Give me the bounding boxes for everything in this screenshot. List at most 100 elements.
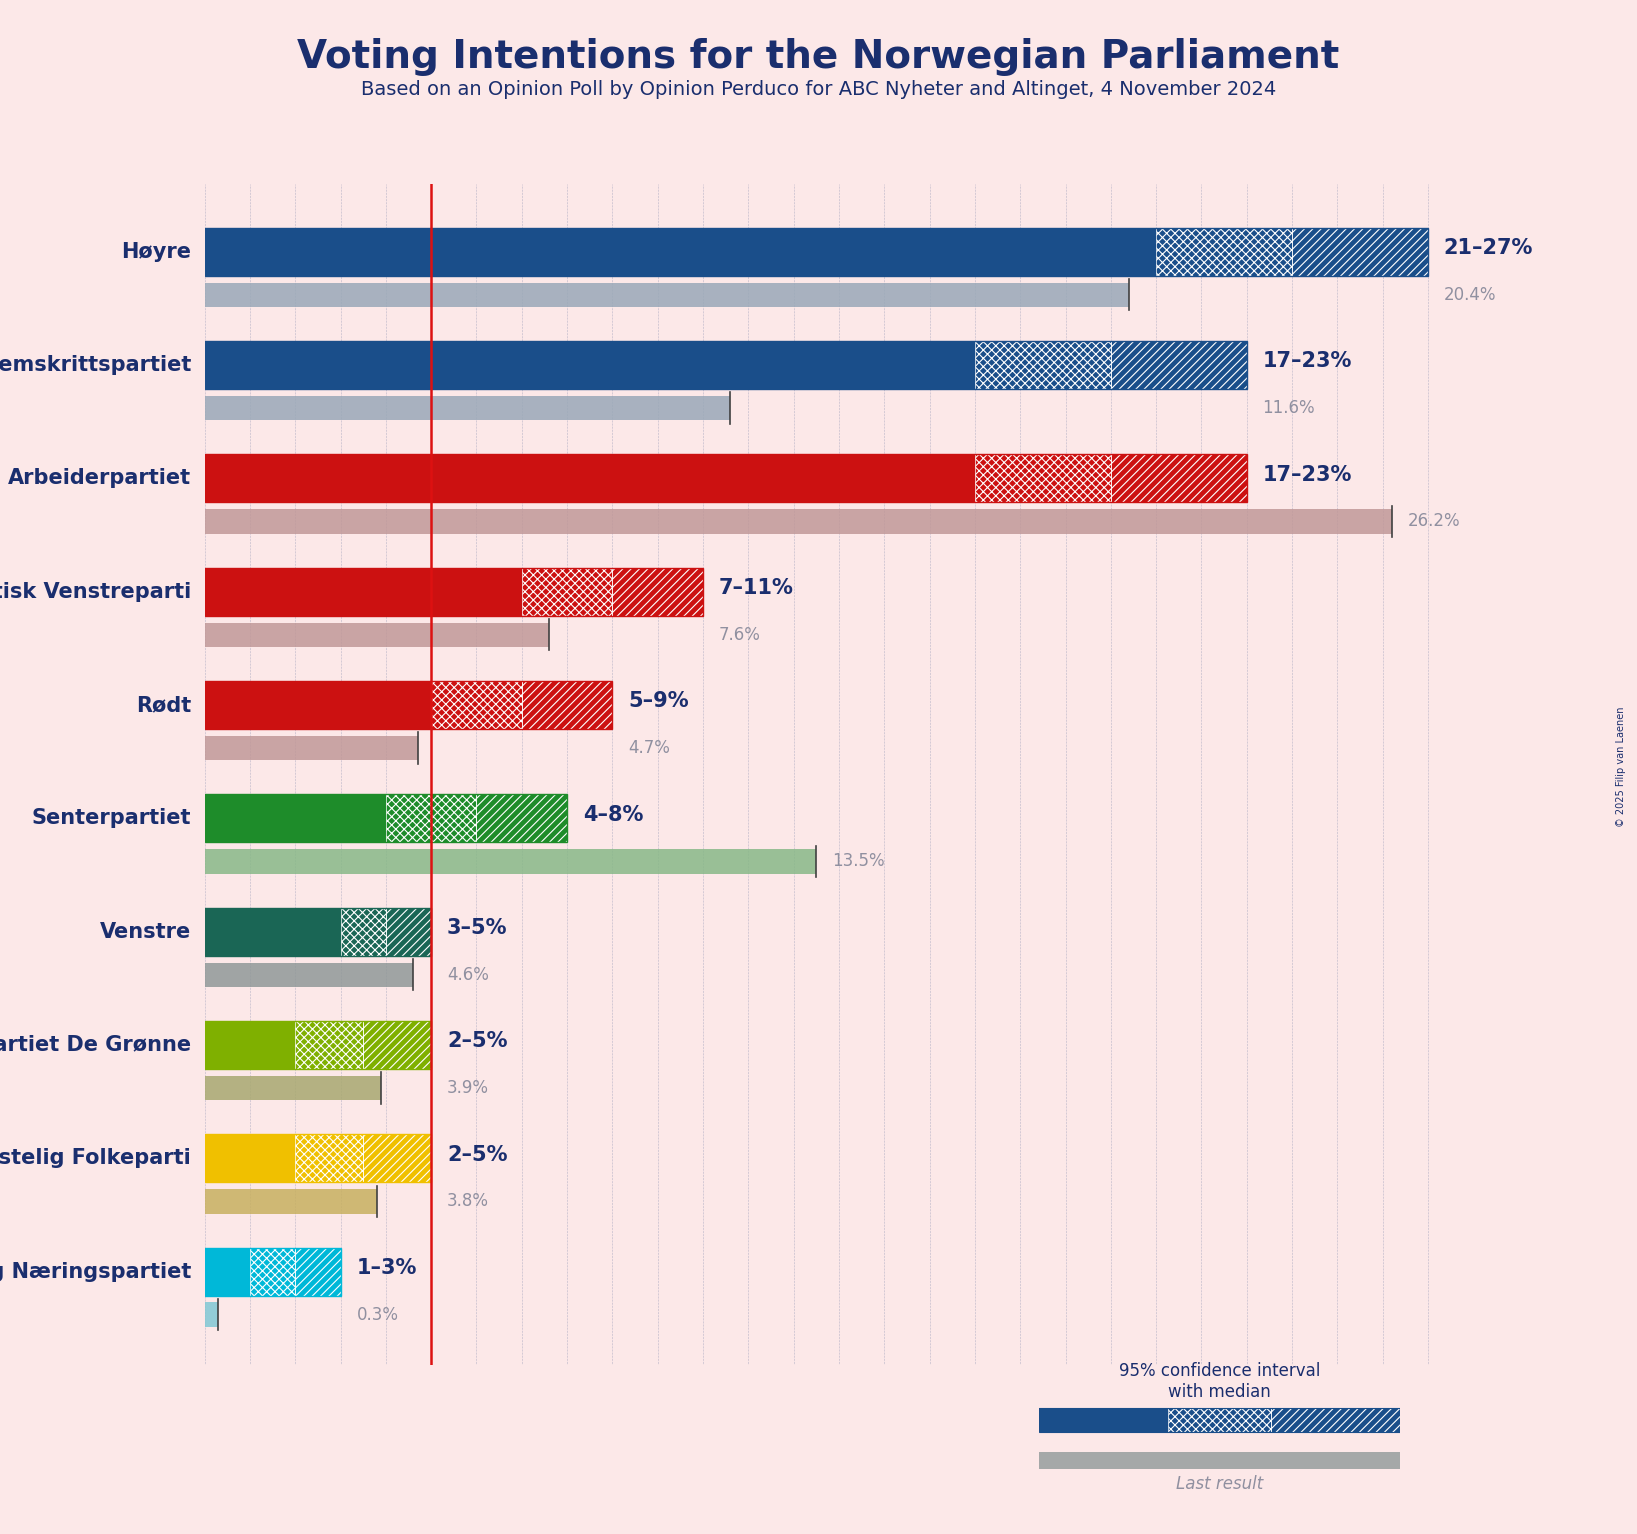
Bar xyxy=(205,341,976,390)
Bar xyxy=(205,1247,340,1296)
Text: 3.9%: 3.9% xyxy=(447,1078,489,1097)
Bar xyxy=(1169,1408,1270,1433)
Bar xyxy=(205,341,1247,390)
Bar xyxy=(612,568,702,615)
Bar xyxy=(1169,1408,1270,1433)
Bar xyxy=(295,1247,340,1296)
Text: 7–11%: 7–11% xyxy=(719,578,794,598)
Bar xyxy=(205,1075,381,1100)
Bar xyxy=(363,1022,431,1069)
Bar xyxy=(205,1022,431,1069)
Bar xyxy=(205,454,976,502)
Bar xyxy=(976,454,1112,502)
Bar xyxy=(386,795,476,842)
Text: 3–5%: 3–5% xyxy=(447,917,507,939)
Bar xyxy=(205,736,417,761)
Bar xyxy=(205,454,1247,502)
Text: 4.6%: 4.6% xyxy=(447,966,489,983)
Bar xyxy=(1039,1408,1169,1433)
Bar xyxy=(205,227,1427,276)
Text: 4–8%: 4–8% xyxy=(583,805,643,825)
Bar xyxy=(295,1134,363,1183)
Bar xyxy=(205,396,730,420)
Bar xyxy=(205,509,1391,534)
Text: 5–9%: 5–9% xyxy=(629,692,689,712)
Bar xyxy=(1112,341,1247,390)
Text: 13.5%: 13.5% xyxy=(832,853,884,870)
Bar xyxy=(386,795,476,842)
Text: Venstre: Venstre xyxy=(100,922,192,942)
Text: 7.6%: 7.6% xyxy=(719,626,761,644)
Bar xyxy=(295,1134,363,1183)
Text: 2–5%: 2–5% xyxy=(447,1031,507,1051)
Bar xyxy=(205,908,431,956)
Bar xyxy=(522,568,612,615)
Text: 21–27%: 21–27% xyxy=(1444,238,1534,258)
Text: Industri- og Næringspartiet: Industri- og Næringspartiet xyxy=(0,1261,192,1281)
Bar xyxy=(250,1247,295,1296)
Bar xyxy=(1112,454,1247,502)
Bar xyxy=(205,227,1156,276)
Bar xyxy=(431,681,522,729)
Text: 1–3%: 1–3% xyxy=(357,1258,417,1278)
Text: Senterpartiet: Senterpartiet xyxy=(31,808,192,828)
Text: 3.8%: 3.8% xyxy=(447,1192,489,1210)
Text: 26.2%: 26.2% xyxy=(1408,512,1460,531)
Bar xyxy=(476,795,566,842)
Bar xyxy=(340,908,386,956)
Text: Last result: Last result xyxy=(1175,1474,1264,1493)
Bar xyxy=(295,1022,363,1069)
Bar xyxy=(1270,1408,1400,1433)
Bar xyxy=(295,1022,363,1069)
Bar xyxy=(363,1134,431,1183)
Text: 11.6%: 11.6% xyxy=(1262,399,1315,417)
Bar xyxy=(205,1022,295,1069)
Bar xyxy=(976,341,1112,390)
Bar xyxy=(363,1134,431,1183)
Text: 20.4%: 20.4% xyxy=(1444,285,1496,304)
Bar xyxy=(205,681,612,729)
Bar xyxy=(205,962,413,986)
Bar xyxy=(1112,341,1247,390)
Bar xyxy=(205,568,702,615)
Bar xyxy=(386,908,431,956)
Bar xyxy=(363,1022,431,1069)
Bar xyxy=(205,1247,250,1296)
Bar xyxy=(205,623,548,647)
Bar xyxy=(205,795,386,842)
Bar xyxy=(205,795,566,842)
Bar xyxy=(1292,227,1427,276)
Bar xyxy=(205,1189,377,1213)
Bar xyxy=(205,1302,218,1327)
Bar xyxy=(1156,227,1292,276)
Bar xyxy=(976,454,1112,502)
Text: Høyre: Høyre xyxy=(121,242,192,262)
Bar xyxy=(1039,1408,1400,1433)
Bar xyxy=(340,908,386,956)
Bar xyxy=(1270,1408,1400,1433)
Text: Arbeiderpartiet: Arbeiderpartiet xyxy=(8,468,192,488)
Bar xyxy=(1156,227,1292,276)
Bar xyxy=(386,908,431,956)
Bar xyxy=(250,1247,295,1296)
Text: Sosialistisk Venstreparti: Sosialistisk Venstreparti xyxy=(0,581,192,601)
Bar xyxy=(476,795,566,842)
Text: Kristelig Folkeparti: Kristelig Folkeparti xyxy=(0,1149,192,1169)
Bar xyxy=(205,908,340,956)
Bar xyxy=(205,1134,295,1183)
Bar xyxy=(205,850,817,873)
Bar xyxy=(295,1247,340,1296)
Text: 0.3%: 0.3% xyxy=(357,1305,398,1324)
Bar xyxy=(522,681,612,729)
Text: 2–5%: 2–5% xyxy=(447,1144,507,1164)
Bar xyxy=(431,681,522,729)
Bar xyxy=(1292,227,1427,276)
Bar xyxy=(205,568,522,615)
Text: 95% confidence interval
with median: 95% confidence interval with median xyxy=(1118,1362,1321,1401)
Bar xyxy=(522,568,612,615)
Bar xyxy=(1112,454,1247,502)
Text: Miljøpartiet De Grønne: Miljøpartiet De Grønne xyxy=(0,1035,192,1055)
Text: © 2025 Filip van Laenen: © 2025 Filip van Laenen xyxy=(1616,707,1626,827)
Text: Voting Intentions for the Norwegian Parliament: Voting Intentions for the Norwegian Parl… xyxy=(298,38,1339,77)
Bar xyxy=(205,282,1130,307)
